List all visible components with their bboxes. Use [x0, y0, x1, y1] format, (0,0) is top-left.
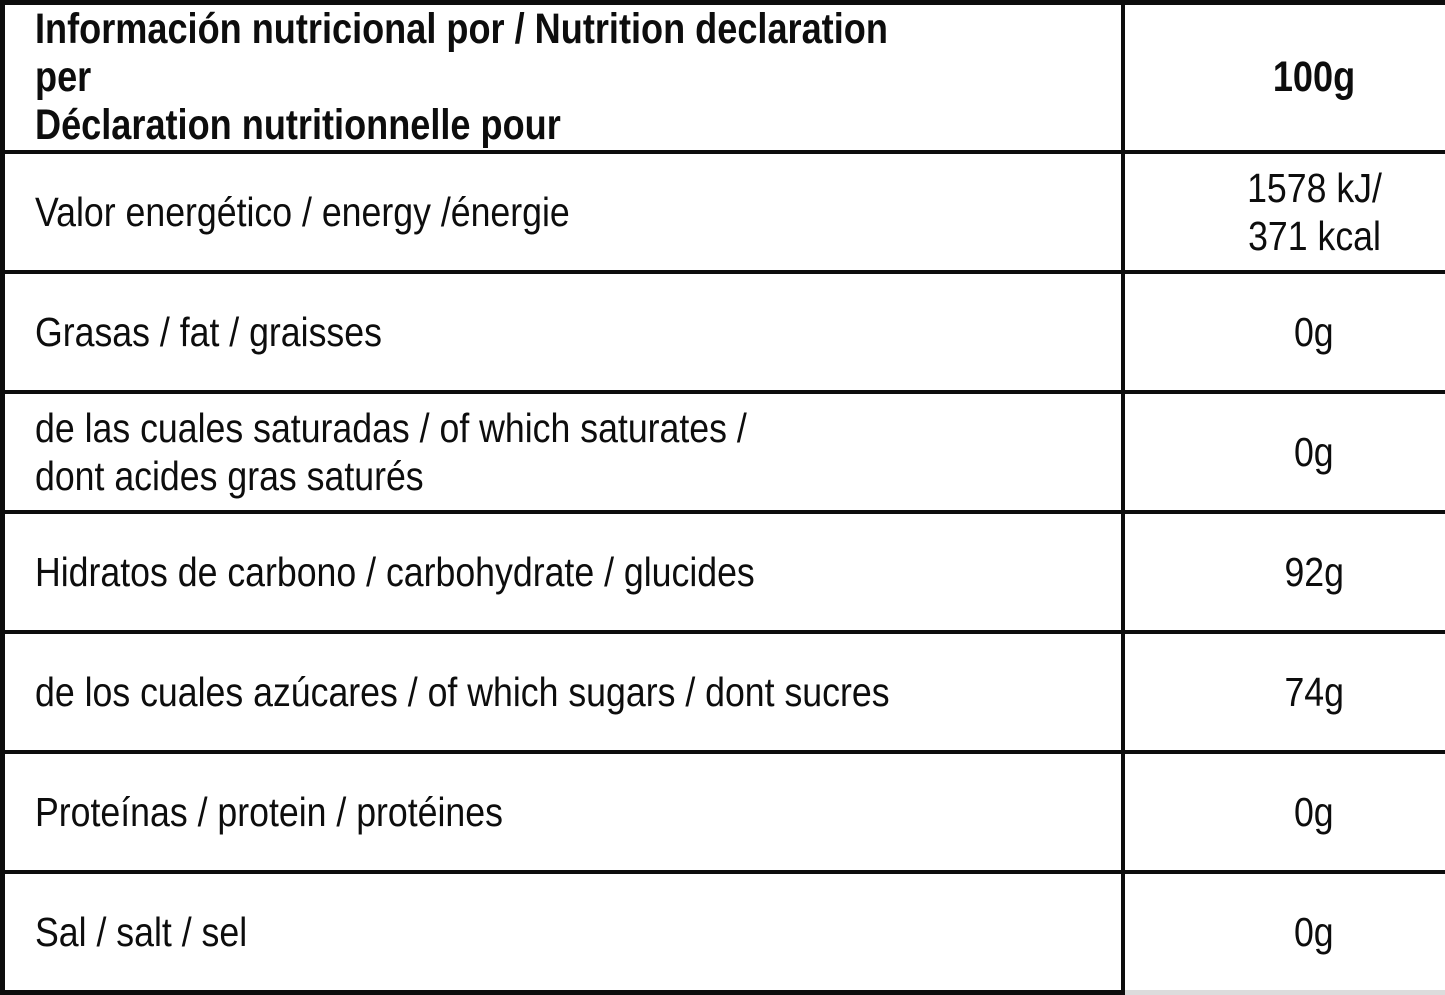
sugars-value: 74g	[1284, 668, 1344, 716]
sugars-value-cell: 74g	[1123, 632, 1445, 752]
saturates-value: 0g	[1294, 428, 1334, 476]
carbohydrate-value-cell: 92g	[1123, 512, 1445, 632]
carbohydrate-value: 92g	[1284, 548, 1344, 596]
sugars-label-cell: de los cuales azúcares / of which sugars…	[3, 632, 1123, 752]
carbohydrate-label: Hidratos de carbono / carbohydrate / glu…	[35, 548, 755, 596]
header-amount-cell: 100g	[1123, 3, 1445, 153]
header-amount-text: 100g	[1273, 53, 1355, 101]
salt-value: 0g	[1294, 908, 1334, 956]
header-title-text: Información nutricional por / Nutrition …	[35, 5, 927, 149]
fat-label: Grasas / fat / graisses	[35, 308, 382, 356]
table-header-row: Información nutricional por / Nutrition …	[3, 3, 1445, 153]
protein-label-cell: Proteínas / protein / protéines	[3, 752, 1123, 872]
energy-value-cell: 1578 kJ/ 371 kcal	[1123, 152, 1445, 272]
carbohydrate-label-cell: Hidratos de carbono / carbohydrate / glu…	[3, 512, 1123, 632]
table-row-carbohydrate: Hidratos de carbono / carbohydrate / glu…	[3, 512, 1445, 632]
salt-value-cell: 0g	[1123, 872, 1445, 992]
fat-value: 0g	[1294, 308, 1334, 356]
salt-label-cell: Sal / salt / sel	[3, 872, 1123, 992]
protein-value-cell: 0g	[1123, 752, 1445, 872]
table-row-salt: Sal / salt / sel 0g	[3, 872, 1445, 992]
energy-label: Valor energético / energy /énergie	[35, 188, 570, 236]
saturates-value-cell: 0g	[1123, 392, 1445, 512]
energy-value: 1578 kJ/ 371 kcal	[1247, 164, 1382, 261]
table-row-protein: Proteínas / protein / protéines 0g	[3, 752, 1445, 872]
protein-label: Proteínas / protein / protéines	[35, 788, 503, 836]
table-row-energy: Valor energético / energy /énergie 1578 …	[3, 152, 1445, 272]
sugars-label: de los cuales azúcares / of which sugars…	[35, 668, 890, 716]
saturates-label: de las cuales saturadas / of which satur…	[35, 404, 747, 501]
fat-value-cell: 0g	[1123, 272, 1445, 392]
salt-label: Sal / salt / sel	[35, 908, 247, 956]
table-row-saturates: de las cuales saturadas / of which satur…	[3, 392, 1445, 512]
protein-value: 0g	[1294, 788, 1334, 836]
table-row-fat: Grasas / fat / graisses 0g	[3, 272, 1445, 392]
saturates-label-cell: de las cuales saturadas / of which satur…	[3, 392, 1123, 512]
energy-label-cell: Valor energético / energy /énergie	[3, 152, 1123, 272]
header-title-cell: Información nutricional por / Nutrition …	[3, 3, 1123, 153]
fat-label-cell: Grasas / fat / graisses	[3, 272, 1123, 392]
table-row-sugars: de los cuales azúcares / of which sugars…	[3, 632, 1445, 752]
